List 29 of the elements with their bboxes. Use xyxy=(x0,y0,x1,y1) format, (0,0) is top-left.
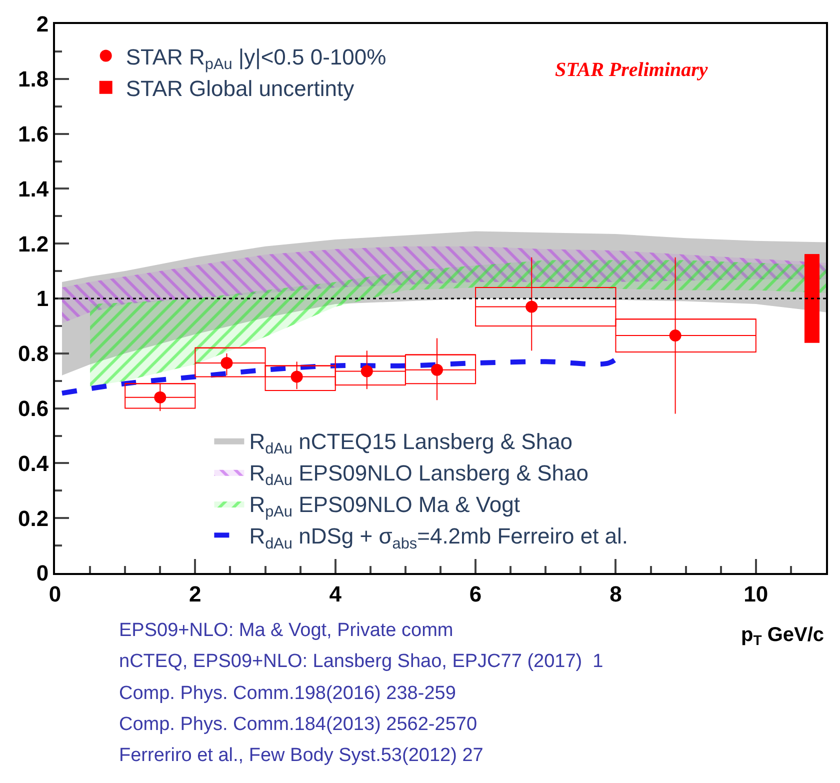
y-tick-label: 0.2 xyxy=(18,506,49,531)
legend-label: STAR R$_{pAu}$ |y|<0.5 0-100% xyxy=(126,44,386,73)
x-tick-label: 10 xyxy=(744,581,768,606)
legend-label: R$_{dAu}$ EPS09NLO Lansberg & Shao xyxy=(249,460,588,490)
y-tick-label: 0.8 xyxy=(18,341,49,366)
y-tick-label: 0.6 xyxy=(18,396,49,421)
y-tick-label: 1.6 xyxy=(18,122,49,146)
y-tick-label: 2 xyxy=(36,12,49,37)
x-tick-label: 4 xyxy=(329,581,342,606)
annotation: STAR Preliminary xyxy=(555,59,708,81)
text: Comp. Phys. Comm.198(2016) 238-259 xyxy=(119,683,456,704)
legend-label: R$_{dAu}$ nDSg + σ$_{abs}$=4.2mb Ferreiro et al. xyxy=(249,524,628,552)
legend-label: R$_{dAu}$ nCTEQ15 Lansberg & Shao xyxy=(249,428,573,458)
y-tick-label: 1.4 xyxy=(18,176,50,202)
text: nCTEQ, EPS09+NLO: Lansberg Shao, EPJC77 (2017) 1 xyxy=(119,651,604,672)
text: Ferreriro et al., Few Body Syst.53(2012) 27 xyxy=(119,745,484,766)
legend-label: R$_{pAu}$ EPS09NLO Ma & Vogt xyxy=(249,492,520,521)
y-tick-label: 1 xyxy=(36,286,49,312)
x-tick-label: 8 xyxy=(610,581,622,606)
y-tick-label: 0.4 xyxy=(18,450,50,476)
y-tick-label: 1.2 xyxy=(18,231,49,256)
x-tick-label: 2 xyxy=(189,581,202,606)
legend-label: STAR Global uncertinty xyxy=(126,76,354,101)
y-tick-label: 1.8 xyxy=(18,66,49,92)
text: Comp. Phys. Comm.184(2013) 2562-2570 xyxy=(119,714,478,735)
x-axis-title: p$_{T}$ GeV/c xyxy=(741,624,824,648)
y-tick-label: 0 xyxy=(36,560,49,586)
x-tick-label: 6 xyxy=(469,581,482,606)
text: EPS09+NLO: Ma & Vogt, Private comm xyxy=(119,620,454,641)
